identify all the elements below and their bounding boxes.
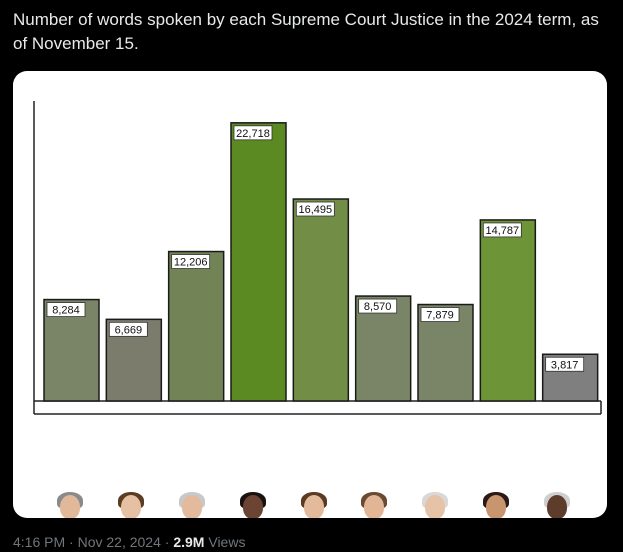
data-label: 7,879 <box>426 310 454 322</box>
face <box>486 495 507 518</box>
justice-portrait: ROBERTS <box>404 489 464 518</box>
data-label: 22,718 <box>236 128 270 140</box>
justice-portrait: JACKSON <box>222 489 282 518</box>
bar-sotomayor <box>479 219 537 402</box>
data-label: 6,669 <box>115 324 143 336</box>
data-label-box <box>420 307 460 322</box>
separator: · <box>160 534 174 550</box>
justice-portrait: THOMAS <box>526 489 586 518</box>
justice-portrait: KAGAN <box>283 489 343 518</box>
bar-jackson <box>230 122 287 402</box>
tweet-text: Number of words spoken by each Supreme C… <box>13 10 599 53</box>
face <box>60 495 80 518</box>
data-label-box <box>233 125 273 141</box>
data-label-box <box>482 222 522 238</box>
tweet-meta: 4:16 PM · Nov 22, 2024 · 2.9M Views <box>13 534 245 550</box>
face <box>120 495 141 518</box>
data-label: 16,495 <box>299 204 333 216</box>
bar-chart: 8,284 6,669 12,206 22,718 16,495 8,570 7,879 14… <box>33 101 602 415</box>
face <box>303 495 324 518</box>
data-label-box <box>545 356 585 372</box>
data-label-box <box>46 302 86 317</box>
data-label: 8,570 <box>364 301 392 313</box>
data-label-box <box>108 321 148 337</box>
justice-portrait: KAVANAUGH <box>343 489 403 518</box>
face <box>181 495 202 518</box>
bar-kagan <box>292 198 350 402</box>
face <box>547 495 568 518</box>
data-label-box <box>358 298 398 314</box>
separator: · <box>65 534 78 550</box>
views-count: 2.9M <box>173 534 205 550</box>
face <box>425 495 446 518</box>
data-label-box <box>171 254 211 269</box>
views-label: Views <box>208 534 246 550</box>
chart-image[interactable]: 8,284 6,669 12,206 22,718 16,495 8,570 7,879 14… <box>13 71 607 518</box>
data-label: 12,206 <box>174 257 208 269</box>
justice-portraits: ALITOBARRETTGORSUCHJACKSONKAGANKAVANAUGH… <box>33 489 607 518</box>
face <box>364 495 385 518</box>
justice-portrait: ALITO <box>39 489 99 518</box>
tweet-date[interactable]: Nov 22, 2024 <box>77 534 161 550</box>
justice-portrait: GORSUCH <box>161 489 221 518</box>
justice-portrait: SOTOMAYOR <box>465 489 525 518</box>
justice-portrait: BARRETT <box>100 489 160 518</box>
data-label-box <box>295 201 335 217</box>
data-label: 8,284 <box>52 305 80 317</box>
bar-gorsuch <box>167 250 225 402</box>
bar-kavanaugh <box>354 295 412 402</box>
tweet-time[interactable]: 4:16 PM <box>13 534 66 550</box>
face <box>242 495 263 518</box>
data-label: 14,787 <box>486 225 520 237</box>
data-label: 3,817 <box>551 359 579 371</box>
